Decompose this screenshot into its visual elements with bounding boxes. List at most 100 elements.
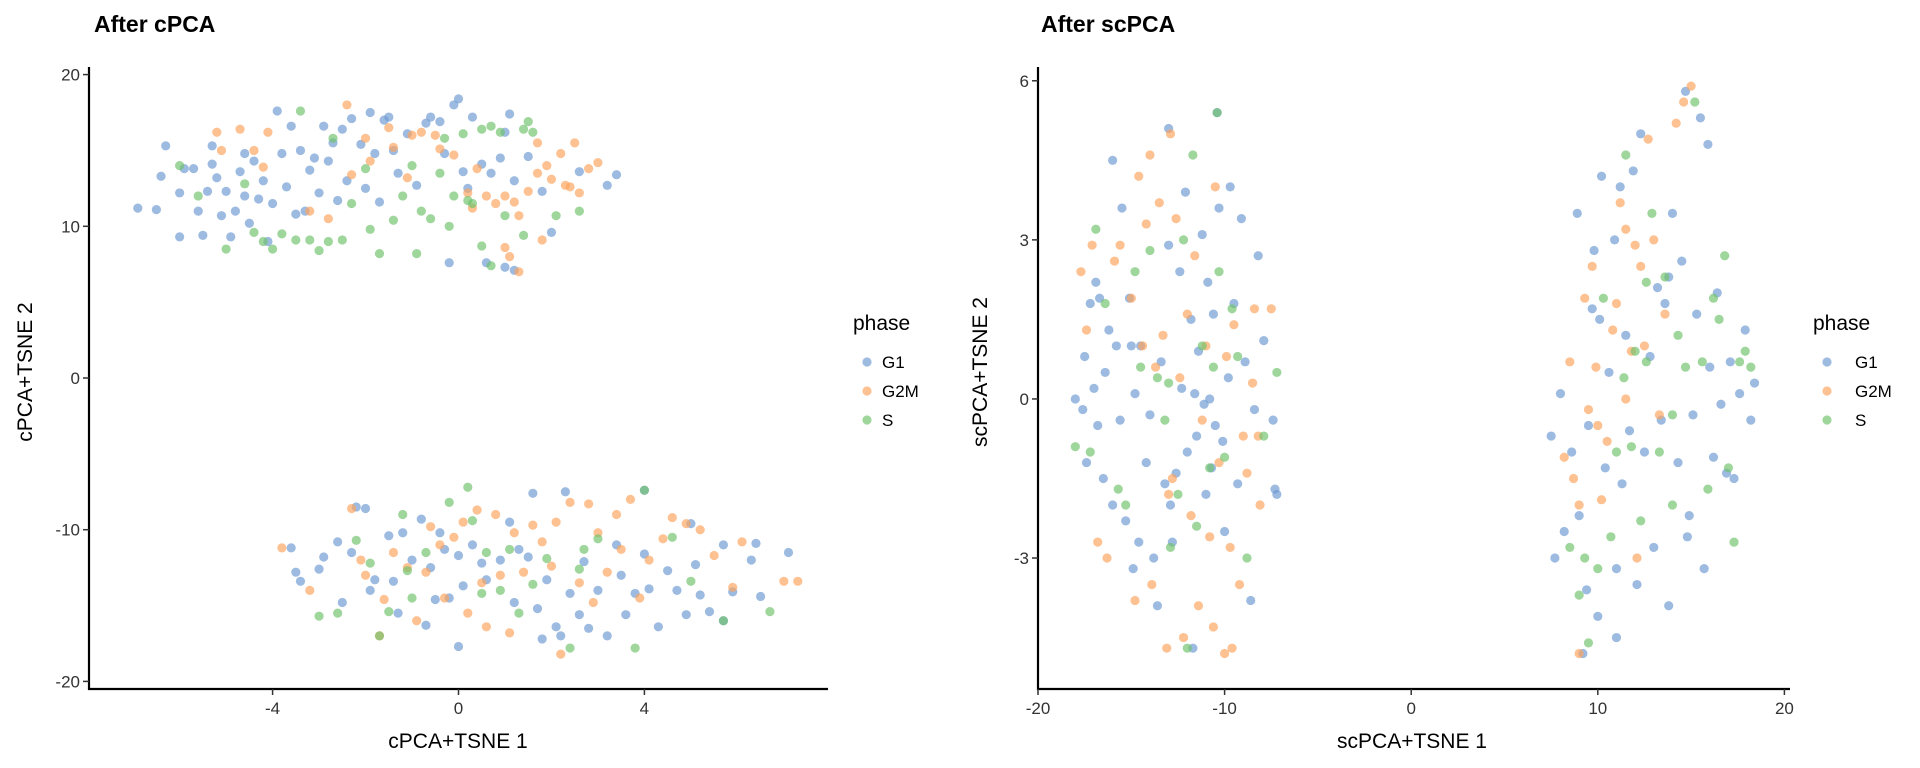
point-g2m xyxy=(574,188,584,198)
point-g1 xyxy=(1160,479,1170,489)
point-s xyxy=(258,236,268,247)
point-g2m xyxy=(416,127,426,137)
point-g1 xyxy=(1190,389,1200,399)
point-g1 xyxy=(1559,526,1569,537)
point-g1 xyxy=(1688,410,1698,420)
point-g2m xyxy=(551,517,561,527)
point-g2m xyxy=(491,509,501,520)
point-g1 xyxy=(1546,431,1556,441)
point-g1 xyxy=(1203,277,1213,287)
point-g1 xyxy=(347,113,357,124)
point-s xyxy=(384,607,394,617)
point-g2m xyxy=(565,497,575,507)
point-g1 xyxy=(1223,373,1233,383)
point-g2m xyxy=(463,188,473,198)
point-g1 xyxy=(314,188,324,198)
point-g1 xyxy=(212,173,222,183)
point-s xyxy=(249,227,259,237)
point-s xyxy=(1233,351,1243,362)
point-g1 xyxy=(333,537,343,547)
point-g1 xyxy=(1749,378,1760,388)
chart-title: After cPCA xyxy=(94,11,215,37)
point-g1 xyxy=(444,258,454,268)
point-g1 xyxy=(133,203,143,213)
point-s xyxy=(402,566,412,576)
x-axis-title: scPCA+TSNE 1 xyxy=(1337,730,1487,753)
point-g1 xyxy=(453,94,464,104)
point-g2m xyxy=(537,235,547,245)
point-g2m xyxy=(347,503,357,514)
point-g1 xyxy=(1128,564,1138,574)
point-g1 xyxy=(254,194,264,204)
point-g1 xyxy=(291,567,301,577)
x-tick-label: 4 xyxy=(640,699,649,718)
point-s xyxy=(467,516,478,526)
point-s xyxy=(1152,373,1163,383)
point-g2m xyxy=(1621,224,1631,234)
point-g1 xyxy=(1596,171,1607,181)
point-g1 xyxy=(216,211,227,221)
point-g1 xyxy=(1692,309,1702,319)
point-g1 xyxy=(1141,457,1151,468)
point-g1 xyxy=(1636,129,1646,139)
point-g1 xyxy=(435,117,445,127)
point-g2m xyxy=(1221,351,1232,362)
point-g2m xyxy=(1225,542,1235,553)
point-g1 xyxy=(291,209,301,219)
point-g1 xyxy=(207,159,217,169)
point-g1 xyxy=(337,124,347,134)
point-g1 xyxy=(1735,389,1745,399)
point-g2m xyxy=(1193,601,1204,611)
point-s xyxy=(593,534,603,544)
point-g2m xyxy=(528,520,538,530)
point-s xyxy=(365,224,375,234)
point-g1 xyxy=(193,206,203,216)
point-g2m xyxy=(1154,198,1164,208)
point-g2m xyxy=(1583,404,1594,415)
point-g1 xyxy=(1225,182,1235,192)
point-s xyxy=(1580,553,1590,563)
point-g1 xyxy=(523,552,533,562)
point-s xyxy=(240,179,250,189)
point-g1 xyxy=(295,576,306,586)
point-s xyxy=(1173,489,1183,499)
point-s xyxy=(565,643,575,653)
point-s xyxy=(193,191,203,201)
point-s xyxy=(1091,224,1101,234)
point-s xyxy=(1130,267,1140,277)
point-g2m xyxy=(481,191,491,201)
point-g2m xyxy=(365,156,375,166)
point-s xyxy=(477,241,487,251)
point-g2m xyxy=(1175,373,1185,383)
point-g2m xyxy=(1162,643,1172,653)
point-g1 xyxy=(249,156,259,166)
point-g1 xyxy=(1205,394,1215,404)
point-g2m xyxy=(1158,330,1168,340)
y-tick-label: 20 xyxy=(61,66,80,85)
point-s xyxy=(1164,378,1174,388)
point-s xyxy=(412,249,422,259)
point-g1 xyxy=(281,182,292,192)
point-s xyxy=(1723,463,1734,473)
point-g1 xyxy=(258,176,268,186)
point-s xyxy=(1680,362,1691,372)
point-g1 xyxy=(1081,457,1092,468)
point-g2m xyxy=(611,509,622,520)
point-g2m xyxy=(1137,341,1148,351)
point-g1 xyxy=(1240,357,1250,367)
point-g1 xyxy=(1740,325,1750,335)
point-g2m xyxy=(574,578,584,588)
x-tick-label: 20 xyxy=(1775,699,1794,718)
point-s xyxy=(1188,150,1198,160)
y-tick-label: 0 xyxy=(71,369,80,388)
point-g1 xyxy=(514,544,524,555)
point-s xyxy=(1100,298,1110,309)
point-s xyxy=(481,547,491,558)
point-s xyxy=(523,117,533,127)
point-g1 xyxy=(430,594,440,605)
point-g2m xyxy=(1150,362,1161,372)
point-g2m xyxy=(556,649,566,659)
point-g2m xyxy=(323,214,333,224)
point-g2m xyxy=(779,576,789,586)
point-g1 xyxy=(1716,399,1726,409)
